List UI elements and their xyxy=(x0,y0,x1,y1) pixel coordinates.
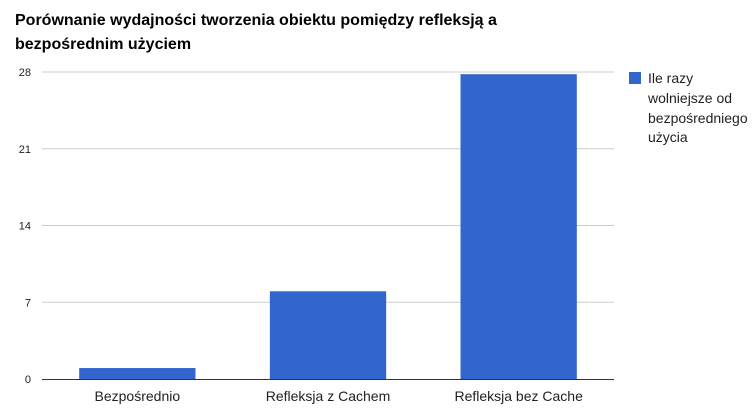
y-tick-label: 0 xyxy=(25,374,31,386)
x-axis-labels: Bezpośrednio Refleksja z Cachem Refleksja … xyxy=(95,388,584,404)
x-category-label: Refleksja z Cachem xyxy=(266,388,391,404)
legend: Ile razy wolniejsze od bezpośredniego uż… xyxy=(629,70,748,145)
x-category-label: Refleksja bez Cache xyxy=(454,388,583,404)
y-tick-label: 21 xyxy=(19,144,31,156)
bar xyxy=(460,74,577,379)
legend-label-line-4: użycia xyxy=(648,129,688,145)
x-category-label: Bezpośrednio xyxy=(95,388,181,404)
legend-label-line-1: Ile razy xyxy=(648,70,693,86)
chart-title-line-2: bezpośrednim użyciem xyxy=(15,36,191,53)
y-tick-label: 14 xyxy=(19,221,31,233)
bar xyxy=(269,291,387,379)
y-tick-label: 7 xyxy=(25,297,31,309)
bars xyxy=(79,74,577,379)
legend-label-line-2: wolniejsze od xyxy=(647,90,732,106)
bar xyxy=(79,368,196,379)
legend-label-line-3: bezpośredniego xyxy=(648,110,748,126)
y-axis-ticks: 0 7 14 21 28 xyxy=(19,67,31,386)
chart-title-line-1: Porównanie wydajności tworzenia obiektu … xyxy=(15,12,497,29)
legend-swatch xyxy=(629,72,641,84)
y-tick-label: 28 xyxy=(19,67,31,79)
